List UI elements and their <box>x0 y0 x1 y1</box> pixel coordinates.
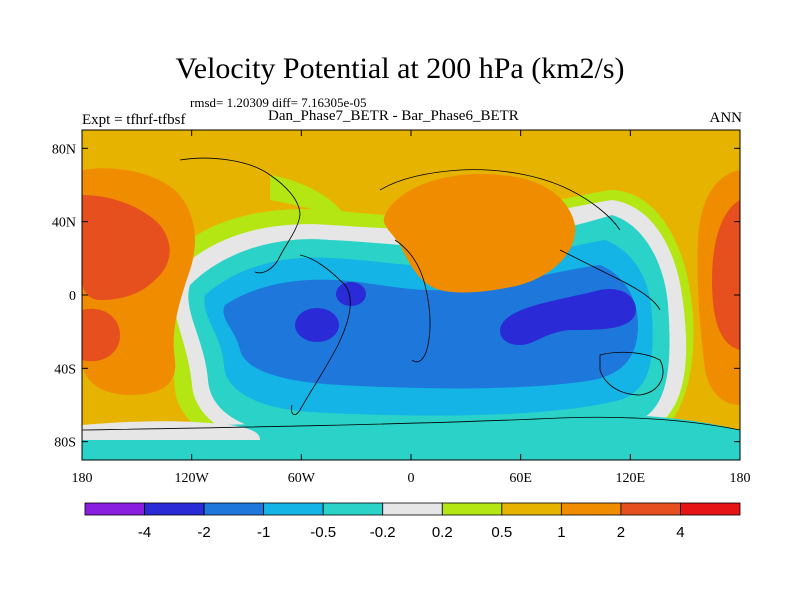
contour-fill-layer <box>82 130 740 460</box>
y-tick-label: 80S <box>54 436 76 451</box>
negative-anomaly-south-america-core <box>295 308 339 342</box>
negative-anomaly-tropical-atlantic-core <box>336 282 366 306</box>
colorbar: -4 -2 -1 -0.5 -0.2 0.2 0.5 1 2 4 <box>84 502 741 541</box>
coastline-layer <box>82 157 740 431</box>
positive-anomaly-pacific-east-core <box>712 200 740 350</box>
southern-ocean-band <box>82 414 740 460</box>
colorbar-level-label: 2 <box>617 524 625 541</box>
colorbar-swatch <box>263 502 324 516</box>
negative-anomaly-maritime-continent-core <box>500 289 636 345</box>
season-label: ANN <box>709 110 743 126</box>
x-tick-label: 180 <box>730 471 751 486</box>
colorbar-swatch <box>441 502 503 516</box>
case-comparison-label: Dan_Phase7_BETR - Bar_Phase6_BETR <box>268 108 519 124</box>
x-tick-label: 0 <box>408 471 415 486</box>
colorbar-level-label: -0.2 <box>370 524 396 541</box>
colorbar-swatch <box>203 502 265 516</box>
x-tick-label: 180 <box>72 471 93 486</box>
y-tick-label: 0 <box>69 289 76 304</box>
colorbar-swatch <box>144 502 205 516</box>
colorbar-level-label: -0.5 <box>310 524 336 541</box>
colorbar-swatch <box>382 502 443 516</box>
y-tick-label: 40N <box>52 216 76 231</box>
colorbar-swatch <box>501 502 562 516</box>
colorbar-level-label: -2 <box>197 524 210 541</box>
x-tick-label: 60E <box>509 471 532 486</box>
colorbar-level-label: 0.2 <box>432 524 453 541</box>
y-tick-label: 80N <box>52 142 76 157</box>
positive-anomaly-pacific-west-core <box>82 195 170 300</box>
stats-subtitle: rmsd= 1.20309 diff= 7.16305e-05 <box>190 95 367 110</box>
experiment-label: Expt = tfhrf-tfbsf <box>82 112 186 128</box>
x-tick-label: 120W <box>175 471 210 486</box>
colorbar-swatch <box>620 502 681 516</box>
colorbar-swatch <box>680 502 741 516</box>
colorbar-swatch <box>322 502 384 516</box>
colorbar-level-label: 1 <box>557 524 565 541</box>
chart-title: Velocity Potential at 200 hPa (km2/s) <box>175 52 625 85</box>
positive-anomaly-eurasia <box>383 174 576 293</box>
colorbar-swatch <box>560 502 622 516</box>
colorbar-level-label: -1 <box>257 524 270 541</box>
colorbar-level-label: 4 <box>676 524 684 541</box>
y-tick-label: 40S <box>54 362 76 377</box>
axis-ticks: 180 120W 60W 0 60E 120E 180 80N 40N 0 40S 80S <box>52 130 751 486</box>
x-tick-label: 60W <box>288 471 316 486</box>
colorbar-level-label: -4 <box>138 524 151 541</box>
x-tick-label: 120E <box>616 471 646 486</box>
colorbar-level-label: 0.5 <box>491 524 512 541</box>
colorbar-swatch <box>84 502 145 516</box>
